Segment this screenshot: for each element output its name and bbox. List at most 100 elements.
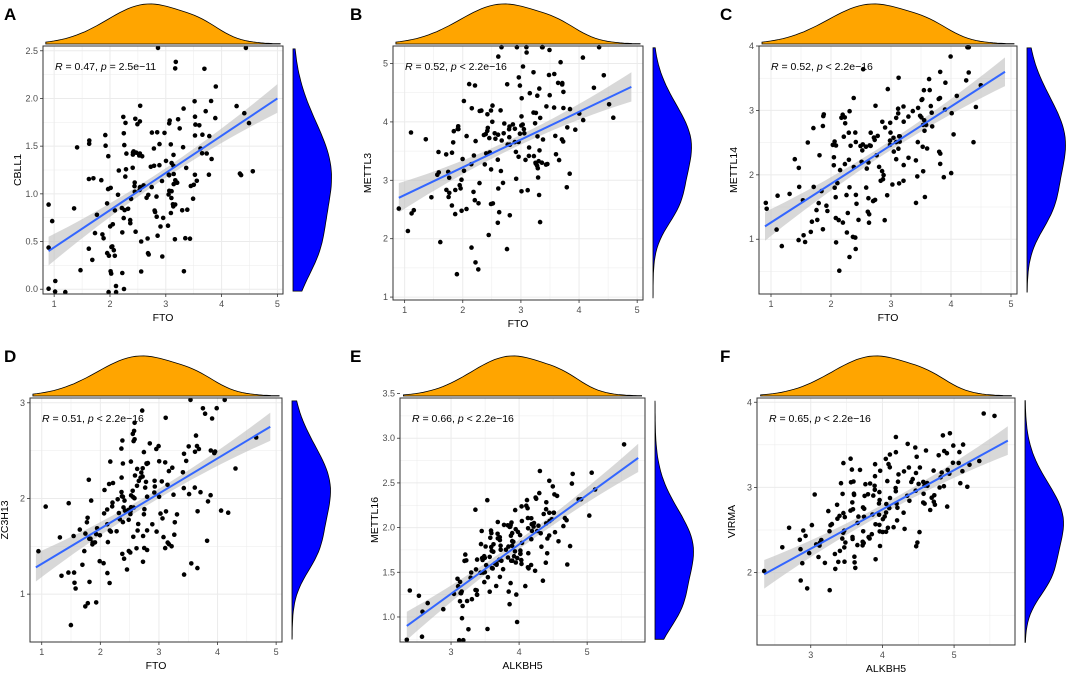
data-point [498,547,504,553]
data-point [861,540,866,546]
data-point [169,544,174,549]
data-point [471,153,477,158]
data-point [157,141,162,147]
data-point [171,204,176,209]
data-point [855,542,860,548]
data-point [811,184,816,190]
data-point [537,468,543,474]
data-point [173,59,179,65]
data-point [193,433,199,438]
data-point [134,466,140,472]
data-point [498,108,503,113]
data-point [518,548,523,553]
gridlines [757,398,1015,645]
data-point [449,150,455,155]
data-point [533,110,539,116]
data-point [425,600,431,606]
data-point [133,229,138,234]
data-point [533,496,539,502]
data-point [107,528,113,533]
data-point [91,176,96,181]
y-tick-label: 2.5 [25,46,38,56]
data-point [137,103,143,109]
data-point [570,471,575,477]
data-point [814,207,819,213]
data-point [882,217,887,223]
data-point [558,59,563,65]
annotation-r-label: R [769,413,777,425]
data-point [920,96,925,102]
data-point [166,192,171,197]
x-tick-label: 4 [215,647,220,657]
data-point [496,209,502,215]
data-point [837,167,843,173]
data-point [871,493,876,498]
x-axis: 1 2 3 4 5 [768,294,1014,309]
data-point [937,69,943,75]
data-point [491,542,496,547]
data-point [601,73,607,78]
data-point [891,524,896,530]
data-point [104,201,110,206]
data-point [887,465,893,470]
data-point [500,566,506,572]
data-point [887,138,893,143]
data-point [866,195,871,201]
data-point [154,529,159,534]
data-point [485,112,490,117]
y-tick-label: 2.0 [382,523,395,533]
data-point [487,135,492,141]
data-point [477,180,482,186]
data-point [134,150,139,155]
regression-line [48,97,278,252]
data-point [562,515,568,521]
x-tick-label: 5 [635,305,640,315]
y-tick-label: 2 [747,568,752,578]
data-point [884,193,890,198]
data-point [135,521,141,527]
data-point [853,565,858,571]
data-point [155,233,160,238]
data-point [561,523,566,529]
data-point [121,286,127,292]
data-point [127,217,133,223]
data-point [218,508,224,513]
data-point [506,589,512,594]
data-point [526,153,532,159]
data-point [501,522,507,528]
data-point [514,592,519,597]
regression-line [764,70,1006,228]
data-point [611,115,616,120]
data-point [531,524,536,529]
data-point [457,598,463,604]
data-point [811,125,816,131]
data-point [893,434,899,440]
data-point [960,468,965,474]
data-point [438,239,443,245]
y-tick-label: 2 [749,170,754,180]
data-point [132,420,137,426]
data-point [560,139,566,144]
data-point [195,565,200,571]
data-point [802,239,808,245]
data-point [525,526,531,531]
data-point [567,543,573,549]
regression-line [35,425,271,569]
data-point [526,145,532,150]
data-point [130,150,136,155]
data-point [409,211,414,216]
data-point [540,578,546,583]
data-point [828,522,833,528]
x-tick-label: 3 [156,647,161,657]
data-point [798,546,803,552]
data-point [896,134,902,139]
data-point [160,254,165,259]
data-point [841,460,846,466]
data-point [872,483,877,489]
data-point [877,529,882,534]
data-point [943,80,948,85]
data-point [194,443,200,449]
data-point [112,208,118,213]
data-point [838,480,844,486]
data-point [128,493,134,498]
